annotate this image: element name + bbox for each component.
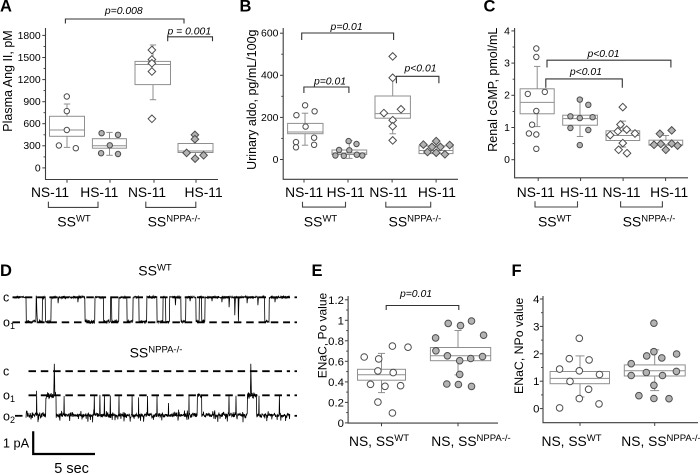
svg-text:2: 2: [533, 349, 539, 361]
svg-text:3: 3: [504, 59, 510, 70]
svg-text:F: F: [512, 262, 522, 280]
svg-text:0: 0: [35, 163, 41, 174]
svg-text:0: 0: [273, 155, 279, 166]
svg-text:NS-11: NS-11: [31, 185, 69, 200]
svg-text:p<0.01: p<0.01: [569, 67, 602, 78]
svg-text:HS-11: HS-11: [418, 185, 456, 200]
svg-text:1: 1: [504, 123, 510, 134]
svg-text:1800: 1800: [18, 31, 41, 42]
svg-text:NS-11: NS-11: [602, 185, 640, 200]
svg-text:HS-11: HS-11: [80, 185, 118, 200]
svg-text:p=0.01: p=0.01: [330, 22, 363, 33]
svg-text:0: 0: [533, 404, 539, 416]
svg-text:300: 300: [23, 141, 41, 152]
svg-text:HS-11: HS-11: [650, 185, 688, 200]
svg-text:1 pA: 1 pA: [3, 435, 30, 450]
svg-text:ENaC, Po value: ENaC, Po value: [316, 292, 330, 378]
svg-text:3: 3: [533, 321, 539, 333]
svg-text:HS-11: HS-11: [560, 185, 598, 200]
svg-text:c: c: [3, 365, 9, 379]
svg-text:400: 400: [261, 71, 279, 82]
svg-text:o1: o1: [3, 316, 15, 332]
svg-text:1.2: 1.2: [328, 295, 344, 307]
svg-text:HS-11: HS-11: [185, 185, 223, 200]
svg-text:p=0.01: p=0.01: [313, 76, 346, 87]
svg-text:Plasma Ang II, pM: Plasma Ang II, pM: [1, 30, 15, 131]
svg-text:1: 1: [533, 376, 539, 388]
svg-text:C: C: [484, 0, 496, 16]
svg-text:NS-11: NS-11: [128, 185, 166, 200]
svg-text:p=0.008: p=0.008: [104, 6, 143, 17]
svg-text:200: 200: [261, 113, 279, 124]
svg-text:p = 0.001: p = 0.001: [166, 27, 211, 38]
svg-text:4: 4: [504, 26, 510, 37]
svg-text:600: 600: [23, 119, 41, 130]
svg-text:2: 2: [504, 91, 510, 102]
svg-text:0.6: 0.6: [328, 356, 344, 368]
svg-text:600: 600: [261, 29, 279, 40]
svg-text:1: 1: [338, 315, 344, 327]
svg-text:NS, SSWT: NS, SSWT: [349, 433, 409, 449]
svg-text:o1: o1: [3, 389, 15, 405]
svg-text:Urinary aldo, pg/mL/100g: Urinary aldo, pg/mL/100g: [245, 29, 259, 169]
svg-text:B: B: [240, 0, 252, 16]
svg-text:0.4: 0.4: [328, 377, 344, 389]
svg-text:5 sec: 5 sec: [54, 461, 89, 475]
svg-text:NS-11: NS-11: [369, 185, 407, 200]
svg-text:0: 0: [338, 418, 344, 430]
svg-text:E: E: [312, 262, 323, 280]
svg-text:o2: o2: [3, 410, 15, 426]
svg-text:c: c: [3, 291, 9, 305]
svg-text:1200: 1200: [18, 75, 41, 86]
svg-text:p<0.01: p<0.01: [403, 64, 436, 75]
svg-text:D: D: [0, 262, 12, 280]
svg-text:0: 0: [504, 155, 510, 166]
svg-text:NS-11: NS-11: [285, 185, 323, 200]
svg-text:A: A: [0, 0, 12, 16]
svg-text:Renal cGMP, pmol/mL: Renal cGMP, pmol/mL: [486, 28, 500, 152]
svg-text:4: 4: [533, 294, 539, 306]
svg-text:900: 900: [23, 97, 41, 108]
svg-text:1500: 1500: [18, 53, 41, 64]
svg-text:p<0.01: p<0.01: [586, 49, 619, 60]
svg-text:NS-11: NS-11: [517, 185, 555, 200]
svg-text:0.8: 0.8: [328, 336, 344, 348]
svg-text:p=0.01: p=0.01: [399, 289, 432, 300]
svg-text:ENaC, NPo value: ENaC, NPo value: [512, 297, 526, 394]
svg-text:NS, SSWT: NS, SSWT: [541, 433, 601, 449]
svg-text:HS-11: HS-11: [327, 185, 365, 200]
svg-text:0.2: 0.2: [328, 397, 344, 409]
